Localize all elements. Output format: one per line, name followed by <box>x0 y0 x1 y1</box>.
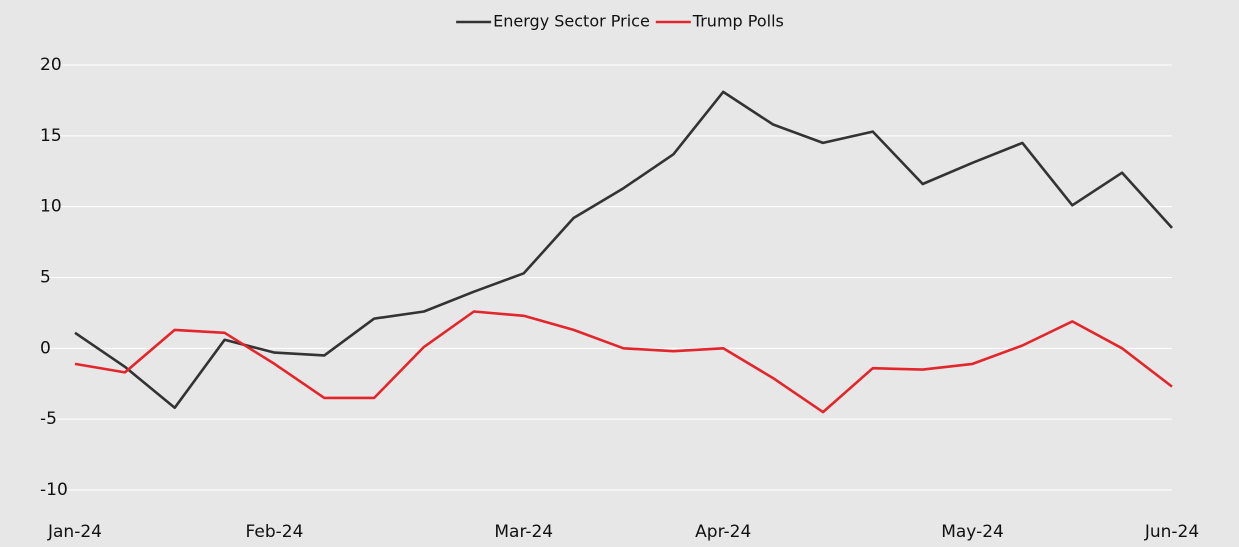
legend: Energy Sector Price Trump Polls <box>456 12 784 31</box>
series-line <box>74 310 1173 414</box>
y-tick-label: -5 <box>40 409 57 429</box>
legend-label: Trump Polls <box>692 12 784 31</box>
legend-label: Energy Sector Price <box>493 12 650 31</box>
x-tick-label: Feb-24 <box>246 522 304 542</box>
x-tick-label: May-24 <box>941 522 1004 542</box>
series-line <box>74 90 1173 410</box>
y-tick-label: 15 <box>40 126 62 146</box>
x-tick-label: Jan-24 <box>47 522 102 542</box>
x-tick-label: Jun-24 <box>1144 522 1199 542</box>
y-tick-label: 20 <box>40 55 62 75</box>
x-tick-label: Mar-24 <box>494 522 553 542</box>
y-tick-label: 0 <box>40 338 51 358</box>
x-tick-label: Apr-24 <box>695 522 751 542</box>
y-tick-label: 5 <box>40 268 51 288</box>
y-tick-label: 10 <box>40 197 62 217</box>
y-tick-label: -10 <box>40 480 68 500</box>
